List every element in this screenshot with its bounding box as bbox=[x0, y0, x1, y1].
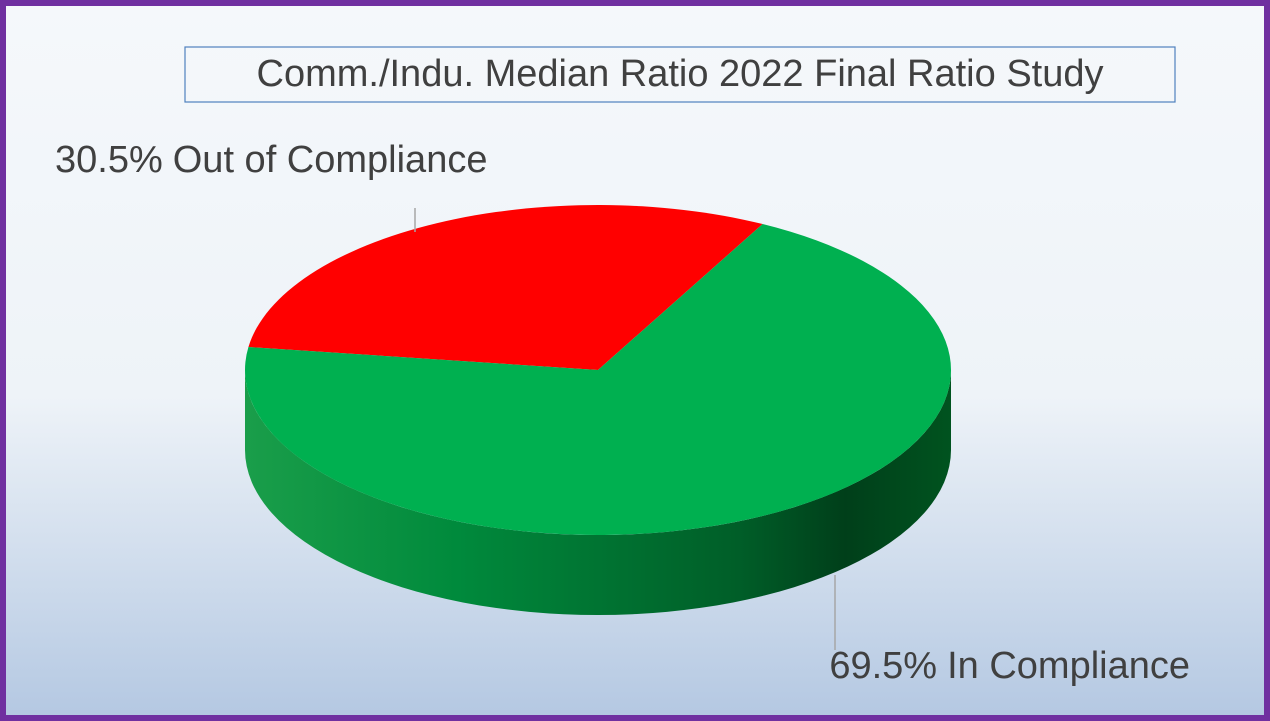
chart-title: Comm./Indu. Median Ratio 2022 Final Rati… bbox=[257, 53, 1104, 95]
data-label: 69.5% In Compliance bbox=[829, 645, 1190, 687]
category-label: In Compliance bbox=[947, 645, 1190, 687]
pie-slice bbox=[248, 205, 763, 370]
pie-slice bbox=[244, 224, 952, 536]
value-label: 30.5% bbox=[55, 139, 163, 181]
title-box bbox=[184, 46, 1176, 103]
data-label: 30.5% Out of Compliance bbox=[55, 139, 487, 181]
category-label: Out of Compliance bbox=[173, 139, 488, 181]
value-label: 69.5% bbox=[829, 645, 937, 687]
pie bbox=[244, 205, 952, 615]
pie-side bbox=[245, 370, 951, 615]
